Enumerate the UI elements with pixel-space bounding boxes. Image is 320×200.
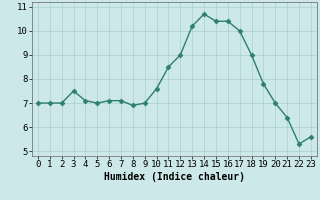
X-axis label: Humidex (Indice chaleur): Humidex (Indice chaleur) xyxy=(104,172,245,182)
